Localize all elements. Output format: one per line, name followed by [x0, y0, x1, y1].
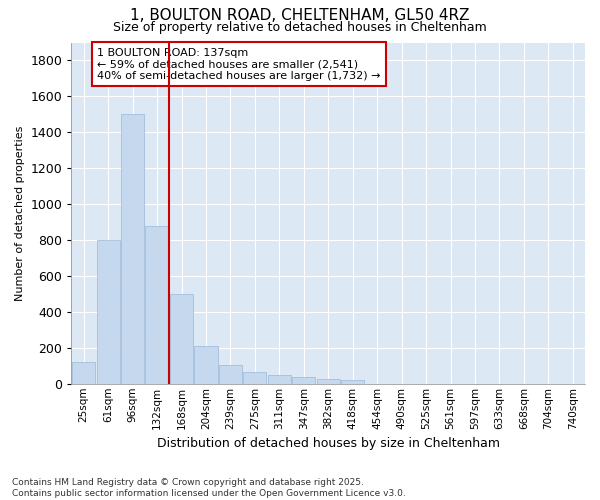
X-axis label: Distribution of detached houses by size in Cheltenham: Distribution of detached houses by size …	[157, 437, 500, 450]
Bar	[341, 380, 364, 384]
Bar	[292, 376, 316, 384]
Bar	[170, 294, 193, 384]
Bar	[72, 362, 95, 384]
Bar	[194, 346, 218, 384]
Text: 1 BOULTON ROAD: 137sqm
← 59% of detached houses are smaller (2,541)
40% of semi-: 1 BOULTON ROAD: 137sqm ← 59% of detached…	[97, 48, 380, 81]
Bar	[243, 372, 266, 384]
Text: Contains HM Land Registry data © Crown copyright and database right 2025.
Contai: Contains HM Land Registry data © Crown c…	[12, 478, 406, 498]
Y-axis label: Number of detached properties: Number of detached properties	[15, 126, 25, 301]
Bar	[145, 226, 169, 384]
Text: 1, BOULTON ROAD, CHELTENHAM, GL50 4RZ: 1, BOULTON ROAD, CHELTENHAM, GL50 4RZ	[130, 8, 470, 22]
Bar	[121, 114, 144, 384]
Bar	[97, 240, 120, 384]
Bar	[219, 365, 242, 384]
Text: Size of property relative to detached houses in Cheltenham: Size of property relative to detached ho…	[113, 21, 487, 34]
Bar	[268, 375, 291, 384]
Bar	[317, 380, 340, 384]
